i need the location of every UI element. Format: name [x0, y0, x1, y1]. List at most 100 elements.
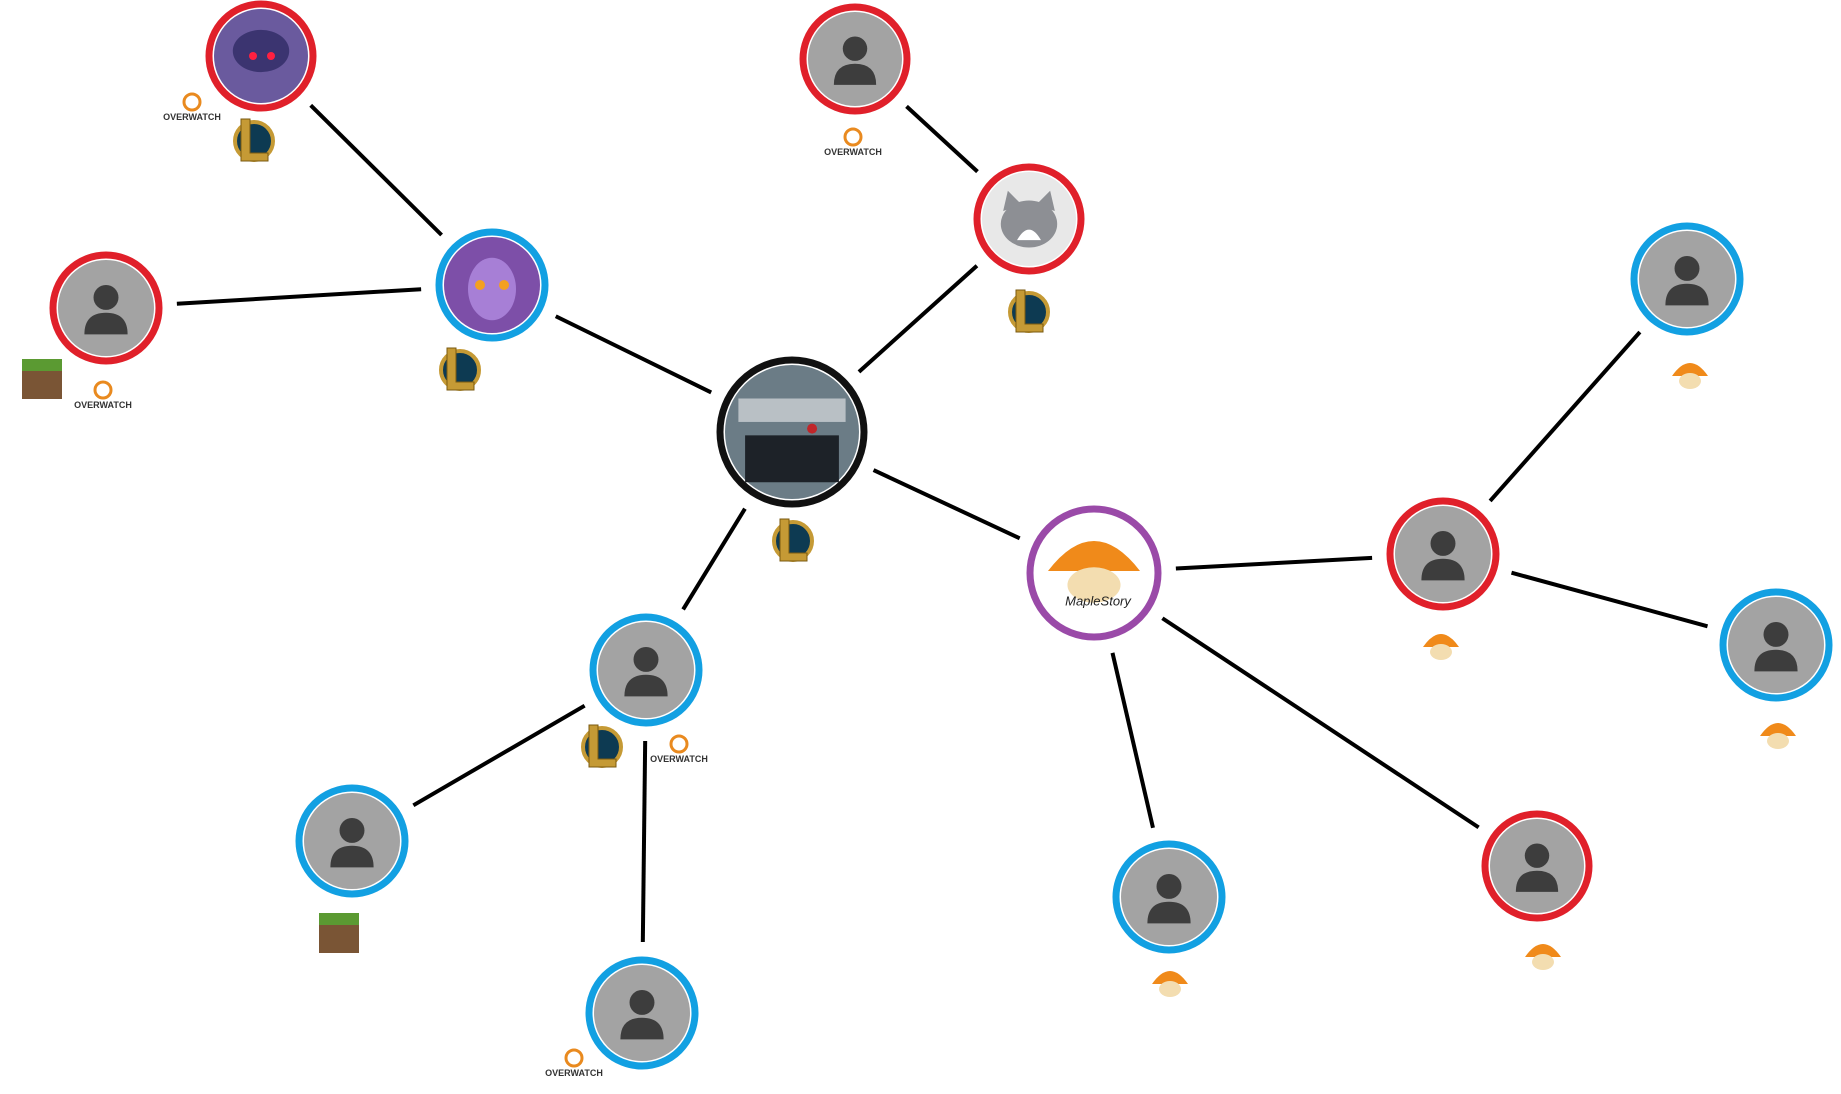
- maple-badge-cap: [1423, 634, 1459, 647]
- edge: [857, 264, 979, 374]
- user-node[interactable]: [49, 251, 163, 365]
- user-node[interactable]: [1719, 588, 1833, 702]
- user-node[interactable]: [973, 163, 1085, 275]
- node-ring: [1630, 222, 1744, 336]
- edge: [905, 104, 979, 174]
- avatar-body: [330, 845, 374, 868]
- user-node[interactable]: [1386, 497, 1500, 611]
- eye: [475, 280, 485, 290]
- user-node[interactable]: MapleStory: [1026, 505, 1162, 641]
- node-ring: [1112, 840, 1226, 954]
- headband: [738, 398, 846, 422]
- face: [468, 257, 516, 321]
- user-node[interactable]: [205, 0, 317, 112]
- user-node[interactable]: [716, 356, 868, 508]
- node-ring: [205, 0, 317, 112]
- maple-badge-face: [1159, 981, 1181, 997]
- avatar-body: [84, 312, 128, 335]
- overwatch-text: OVERWATCH: [545, 1068, 603, 1078]
- avatar-body: [1147, 901, 1191, 924]
- node-ring: [1026, 505, 1162, 641]
- avatar-head: [633, 646, 659, 672]
- avatar-body: [833, 63, 877, 85]
- node-ring: [295, 784, 409, 898]
- avatar-body: [1754, 649, 1798, 672]
- user-node[interactable]: [1481, 810, 1593, 922]
- league-l: [240, 118, 269, 162]
- overwatch-text: OVERWATCH: [824, 147, 882, 157]
- overwatch-logo: [669, 734, 689, 754]
- overwatch-text: OVERWATCH: [74, 400, 132, 410]
- league-l: [446, 347, 475, 391]
- cat-muzzle: [1017, 229, 1041, 241]
- minecraft-grass: [319, 913, 359, 925]
- visor: [232, 29, 290, 73]
- overwatch-text: OVERWATCH: [650, 754, 708, 764]
- maple-badge-face: [1767, 733, 1789, 749]
- league-l: [779, 518, 808, 562]
- edge: [309, 103, 443, 237]
- user-node[interactable]: [435, 228, 549, 342]
- node-ring: [1481, 810, 1593, 922]
- edge: [1110, 652, 1155, 829]
- cat-ears: [1003, 190, 1055, 211]
- user-node[interactable]: [585, 956, 699, 1070]
- mushroom-face: [1067, 567, 1121, 603]
- mask: [745, 435, 839, 483]
- league-l: [1015, 289, 1044, 333]
- edge: [640, 740, 648, 943]
- eye: [807, 423, 818, 434]
- edge: [1510, 570, 1709, 629]
- maple-badge-cap: [1525, 944, 1561, 957]
- overwatch-logo: [843, 127, 863, 147]
- user-node[interactable]: [295, 784, 409, 898]
- node-ring: [49, 251, 163, 365]
- maple-logo-text: MapleStory: [1065, 593, 1132, 608]
- avatar-head: [1674, 255, 1700, 281]
- node-ring: [585, 956, 699, 1070]
- eye: [267, 52, 275, 60]
- edge: [1175, 555, 1373, 571]
- node-ring: [973, 163, 1085, 275]
- edge: [176, 287, 422, 306]
- eye: [249, 52, 257, 60]
- overwatch-logo: [564, 1048, 584, 1068]
- eye: [499, 280, 509, 290]
- league-l: [588, 724, 617, 768]
- user-node[interactable]: [1112, 840, 1226, 954]
- user-node[interactable]: [1630, 222, 1744, 336]
- edge: [1488, 330, 1642, 503]
- avatar-body: [1515, 870, 1559, 892]
- node-ring: [435, 228, 549, 342]
- overwatch-logo: [182, 92, 202, 112]
- edge: [554, 314, 713, 395]
- avatar-body: [624, 674, 668, 697]
- user-node[interactable]: [589, 613, 703, 727]
- maple-badge-face: [1532, 954, 1554, 970]
- overwatch-logo: [93, 380, 113, 400]
- avatar-head: [93, 284, 119, 310]
- edge: [681, 507, 747, 611]
- maple-badge-face: [1430, 644, 1452, 660]
- maple-badge-cap: [1760, 723, 1796, 736]
- avatar-head: [1430, 530, 1456, 556]
- edge: [1161, 616, 1480, 830]
- avatar-body: [620, 1017, 664, 1040]
- avatar-body: [1421, 558, 1465, 581]
- avatar-head: [1524, 843, 1550, 868]
- node-ring: [589, 613, 703, 727]
- cat-head: [1000, 200, 1058, 248]
- avatar-head: [842, 36, 868, 61]
- avatar-head: [1156, 873, 1182, 899]
- node-ring: [799, 3, 911, 115]
- maple-badge-cap: [1152, 971, 1188, 984]
- user-node[interactable]: [799, 3, 911, 115]
- minecraft-grass: [22, 359, 62, 371]
- avatar-head: [339, 817, 365, 843]
- node-ring: [1386, 497, 1500, 611]
- maple-badge-face: [1679, 373, 1701, 389]
- edge: [872, 468, 1021, 541]
- node-ring: [716, 356, 868, 508]
